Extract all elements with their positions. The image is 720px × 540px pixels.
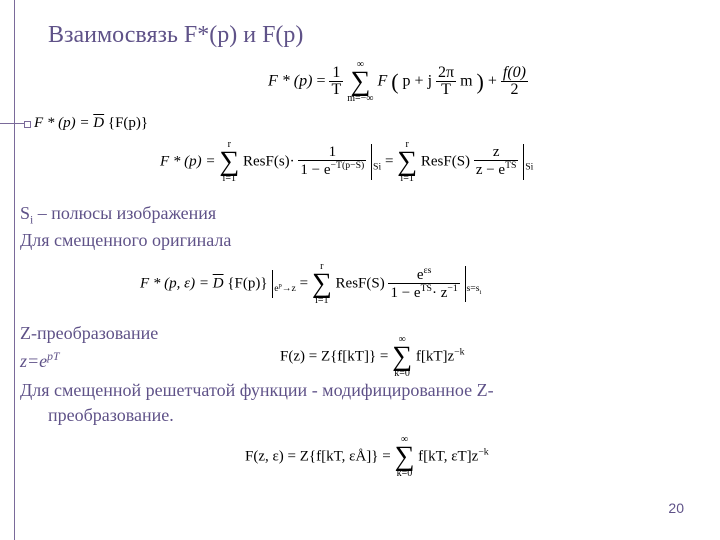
f2-right: {F(p)} (108, 115, 148, 131)
formula-shifted: F * (p, ε) = D {F(p)} ep→z = r ∑ i=1 Res… (140, 262, 481, 306)
f4-D: D (213, 275, 224, 291)
f3-eq2: = (385, 153, 397, 169)
text-shifted-original: Для смещенного оригинала (20, 230, 231, 251)
page-title: Взаимосвязь F*(p) и F(p) (48, 22, 303, 49)
f1-frac-f0-2: f(0) 2 (501, 65, 528, 100)
formula-residues: F * (p) = r ∑ i=1 ResF(s)· 1 1 − e−T(p−S… (160, 140, 533, 184)
f4-sum: r ∑ i=1 (312, 262, 332, 306)
f2-D: D (93, 115, 104, 131)
f3-sum-2: r ∑ i=1 (397, 140, 417, 184)
f3-frac1: 1 1 − e−T(p−S) (298, 145, 366, 180)
f1-frac-1T: 1 T (329, 65, 343, 100)
text-z-eq-epT: z=epT (20, 350, 60, 372)
f3-res1: ResF(s)· (243, 153, 295, 169)
f1-frac-2piT: 2π T (436, 65, 456, 100)
f4-lhs: F * (p, ε) = (140, 275, 213, 291)
f3-bar1-sub: Si (373, 161, 381, 172)
f1-plus: + (488, 73, 501, 90)
bullet-marker (0, 123, 28, 124)
formula-fstar-def: F * (p) = D {F(p)} (34, 115, 148, 132)
f5-lhs: F(z) = Z{f[kT]} = (280, 348, 392, 364)
f5-sum: ∞ ∑ k=0 (392, 335, 412, 379)
f3-bar1 (371, 144, 372, 180)
f4-right: {F(p)} (227, 275, 267, 291)
f3-bar2-sub: Si (525, 161, 533, 172)
page-number: 20 (668, 500, 684, 516)
f1-F: F (377, 73, 387, 90)
formula-fz-eps: F(z, ε) = Z{f[kT, εÅ]} = ∞ ∑ k=0 f[kT, ε… (245, 435, 489, 479)
f4-frac: eεs 1 − eTS· z−1 (388, 266, 459, 303)
f3-sum-1: r ∑ i=1 (219, 140, 239, 184)
text-si-poles: Si – полюсы изображения (20, 203, 216, 227)
f6-lhs: F(z, ε) = Z{f[kT, εÅ]} = (245, 448, 394, 464)
f1-inner: p + j (403, 73, 432, 90)
f4-res: ResF(S) (336, 275, 385, 291)
f4-eq: = (300, 275, 312, 291)
f6-sum: ∞ ∑ k=0 (394, 435, 414, 479)
f6-body: f[kT, εT]z (418, 448, 478, 464)
text-modz-2: преобразование. (48, 405, 174, 426)
f1-lhs: F * (p) (268, 73, 312, 90)
f5-body: f[kT]z (416, 348, 454, 364)
f2-lhs: F * (p) = (34, 115, 93, 131)
text-z-transform: Z-преобразование (20, 323, 158, 344)
formula-fz: F(z) = Z{f[kT]} = ∞ ∑ k=0 f[kT]z−k (280, 335, 465, 379)
f4-bar2 (465, 266, 466, 302)
f1-m: m (460, 73, 472, 90)
vertical-rule (14, 0, 15, 540)
f3-frac2: z z − eTS (474, 145, 519, 180)
text-modz-1: Для смещенной решетчатой функции - модиф… (20, 380, 494, 401)
f3-res2: ResF(S) (421, 153, 470, 169)
f3-lhs: F * (p) = (160, 153, 219, 169)
f1-eq: = (316, 73, 329, 90)
formula-fstar-series: F * (p) = 1 T ∞ ∑ m=−∞ F ( p + j 2π T m … (268, 60, 528, 104)
f1-sum: ∞ ∑ m=−∞ (347, 60, 373, 104)
